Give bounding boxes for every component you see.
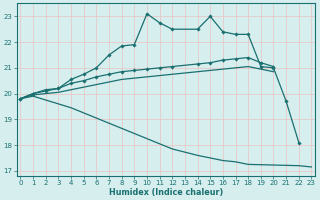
- X-axis label: Humidex (Indice chaleur): Humidex (Indice chaleur): [109, 188, 223, 197]
